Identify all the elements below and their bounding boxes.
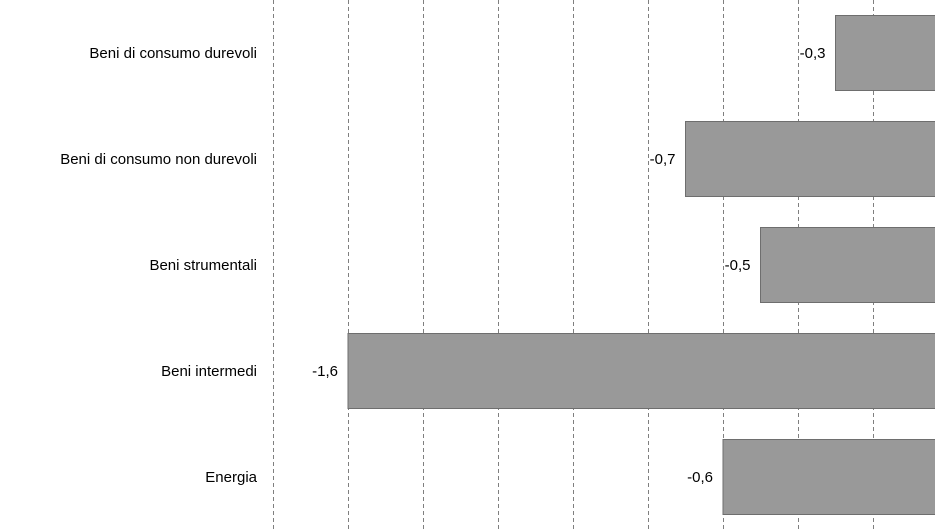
bars [347,15,935,515]
labels: -0,3 Beni di consumo durevoli -0,7 Beni di … [60,45,825,486]
bar [722,439,935,515]
category-label: Energia [205,469,257,486]
data-label: -0,6 [687,469,713,486]
bar [760,227,935,303]
category-label: Beni di consumo durevoli [89,45,257,62]
bar [347,333,935,409]
category-label: Beni di consumo non durevoli [60,151,257,168]
category-label: Beni intermedi [161,363,257,380]
bar [685,121,935,197]
data-label: -1,6 [312,363,338,380]
data-label: -0,3 [800,45,826,62]
category-label: Beni strumentali [149,257,257,274]
data-label: -0,7 [650,151,676,168]
bar [835,15,935,91]
data-label: -0,5 [725,257,751,274]
